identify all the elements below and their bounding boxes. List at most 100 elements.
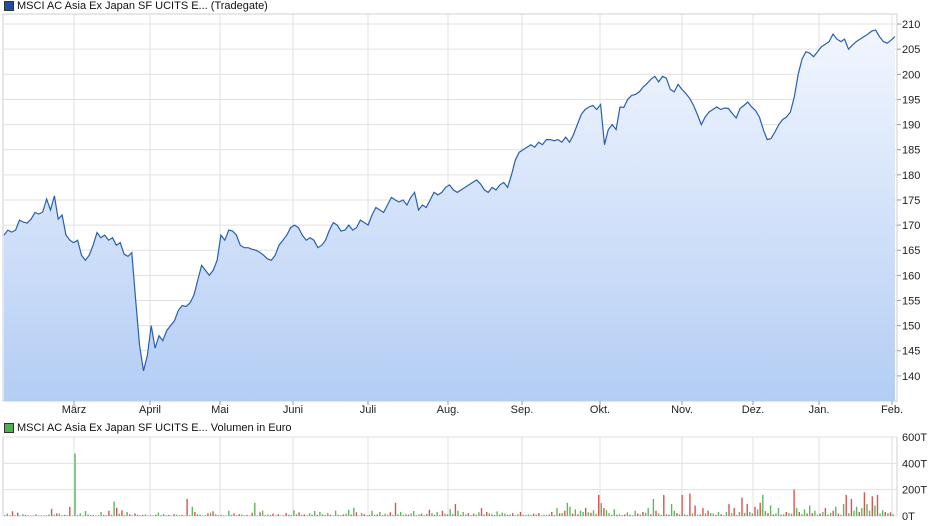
volume-bar: [780, 514, 782, 516]
volume-bar: [514, 515, 516, 516]
price-ytick-label: 210: [902, 19, 920, 31]
volume-bar: [527, 514, 530, 516]
volume-bar: [235, 515, 238, 516]
volume-bar: [334, 510, 337, 516]
volume-bar: [644, 512, 647, 516]
volume-bar: [866, 504, 868, 516]
volume-bar: [134, 513, 136, 516]
volume-bar: [764, 511, 767, 516]
volume-bar: [540, 515, 543, 516]
volume-bar: [803, 509, 806, 516]
price-ytick-label: 195: [902, 94, 920, 106]
volume-bar: [76, 515, 79, 516]
volume-bar: [775, 513, 777, 516]
volume-bar: [608, 513, 610, 516]
price-xtick-label: Feb.: [881, 404, 903, 416]
volume-bar: [423, 515, 425, 516]
volume-bar: [587, 512, 589, 516]
volume-bar: [517, 514, 519, 516]
volume-bar: [470, 515, 472, 516]
volume-bar: [157, 512, 160, 516]
volume-bar: [590, 512, 592, 516]
volume-bar: [261, 510, 264, 516]
volume-bar: [136, 514, 139, 516]
volume-bar: [670, 504, 673, 516]
volume-bar: [217, 515, 219, 516]
volume-bar: [360, 513, 363, 516]
volume-bar: [410, 513, 412, 516]
volume-bar: [488, 513, 490, 516]
volume-bar: [756, 509, 759, 516]
volume-bar: [634, 510, 636, 516]
volume-bar: [280, 515, 282, 516]
volume-bar: [321, 514, 324, 516]
volume-bar: [116, 507, 118, 516]
volume-bar: [105, 515, 107, 516]
price-xtick-label: März: [62, 404, 86, 416]
volume-bar: [689, 493, 691, 516]
volume-bar: [754, 506, 756, 516]
price-ytick-label: 205: [902, 44, 920, 56]
volume-bar: [806, 513, 808, 516]
volume-bar: [413, 511, 415, 516]
volume-bar: [131, 515, 134, 516]
volume-bar: [311, 514, 313, 516]
volume-bar: [793, 489, 795, 516]
volume-bar: [665, 514, 668, 516]
price-ytick-label: 165: [902, 245, 920, 257]
volume-bar: [707, 510, 709, 516]
volume-bar: [863, 492, 866, 516]
volume-bar: [814, 510, 816, 516]
volume-bar: [45, 515, 48, 516]
volume-bar: [426, 513, 428, 516]
volume-bar: [751, 513, 754, 516]
volume-bar: [418, 514, 420, 516]
volume-bar: [53, 514, 55, 516]
volume-bar: [738, 512, 741, 516]
volume-bar: [402, 515, 404, 516]
volume-bar: [819, 513, 821, 516]
volume-bar: [220, 514, 222, 516]
volume-bar: [595, 513, 597, 516]
volume-bar: [27, 515, 29, 516]
volume-bar: [248, 515, 251, 516]
volume-bar: [397, 514, 399, 516]
volume-bar: [368, 514, 371, 516]
volume-bar: [475, 514, 477, 516]
price-xtick-label: Dez.: [742, 404, 765, 416]
volume-bar: [48, 514, 50, 516]
price-xtick-label: Mai: [211, 404, 229, 416]
volume-bar: [225, 515, 227, 516]
volume-bar: [288, 514, 290, 516]
volume-bar: [178, 515, 180, 516]
volume-axes: 0T 200T 400T 600T: [902, 432, 927, 523]
volume-ytick-label: 200T: [902, 485, 927, 497]
volume-bar: [746, 504, 748, 516]
volume-bar: [603, 508, 605, 516]
volume-bar: [71, 515, 74, 516]
volume-bar: [274, 515, 277, 516]
volume-bar: [165, 515, 167, 516]
volume-bar: [556, 508, 558, 516]
volume-bar: [277, 514, 279, 516]
price-xtick-label: Nov.: [671, 404, 693, 416]
volume-bar: [699, 514, 701, 516]
volume-ytick-label: 0T: [902, 511, 915, 523]
volume-bar: [324, 515, 326, 516]
volume-bar: [353, 507, 355, 516]
volume-bar: [123, 514, 126, 516]
volume-bar: [175, 514, 178, 516]
volume-bar: [783, 514, 785, 516]
volume-bar: [816, 514, 819, 516]
volume-bar: [347, 509, 350, 516]
volume-bar: [19, 515, 21, 516]
volume-bar: [697, 514, 699, 516]
volume-bar: [876, 494, 879, 516]
volume-bar: [600, 503, 602, 516]
volume-bar: [790, 513, 793, 516]
volume-bar: [535, 514, 537, 516]
volume-bar: [371, 510, 373, 516]
volume-bar: [204, 515, 206, 516]
volume-bar: [293, 510, 295, 516]
